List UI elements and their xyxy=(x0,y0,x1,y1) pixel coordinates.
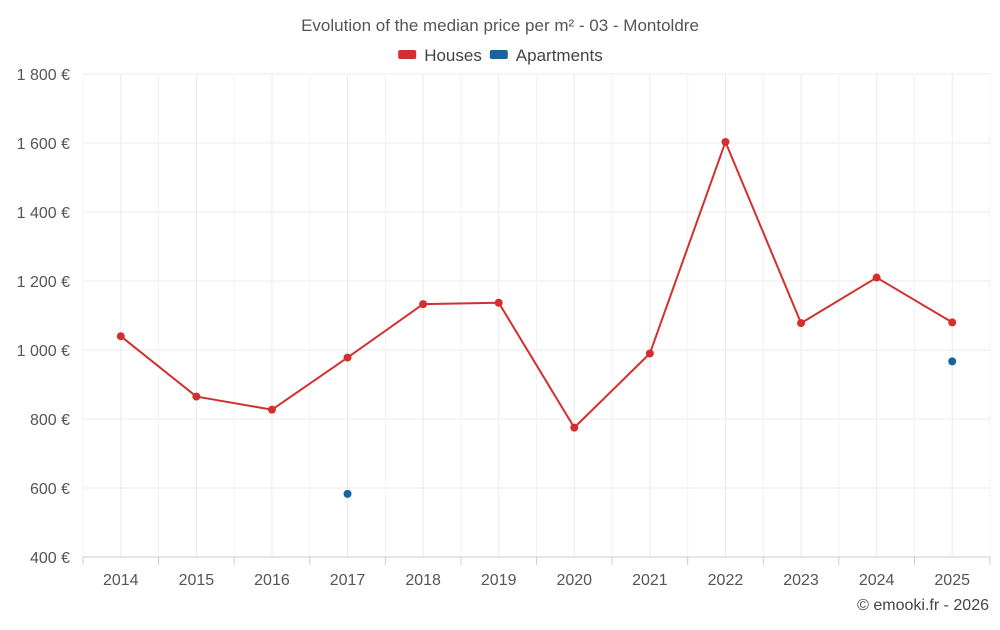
footer-credit: © emooki.fr - 2026 xyxy=(857,597,989,614)
chart-title: Evolution of the median price per m² - 0… xyxy=(301,16,699,35)
houses-point[interactable] xyxy=(116,332,125,341)
y-tick-label: 1 000 € xyxy=(17,343,70,360)
houses-point[interactable] xyxy=(570,423,579,432)
legend-swatch-apartments[interactable] xyxy=(489,50,508,59)
grid xyxy=(82,73,991,557)
legend-swatch-houses[interactable] xyxy=(398,50,417,59)
legend-label-apartments[interactable]: Apartments xyxy=(516,46,603,65)
x-tick-label: 2019 xyxy=(481,572,517,589)
series-layer xyxy=(116,137,957,498)
y-tick-label: 1 200 € xyxy=(17,274,70,291)
y-tick-label: 1 800 € xyxy=(17,67,70,84)
x-tick-label: 2017 xyxy=(330,572,366,589)
houses-point[interactable] xyxy=(343,353,352,362)
houses-point[interactable] xyxy=(721,137,730,146)
houses-series-line xyxy=(120,140,953,429)
apartments-point[interactable] xyxy=(343,489,352,498)
houses-point[interactable] xyxy=(948,318,957,327)
legend: Houses Apartments xyxy=(398,46,603,65)
houses-point[interactable] xyxy=(872,273,881,282)
y-tick-label: 1 600 € xyxy=(17,136,70,153)
x-tick-label: 2025 xyxy=(934,572,970,589)
y-tick-label: 1 400 € xyxy=(17,205,70,222)
x-tick-label: 2020 xyxy=(556,572,592,589)
x-tick-label: 2015 xyxy=(179,572,215,589)
houses-point[interactable] xyxy=(419,300,428,309)
x-tick-label: 2018 xyxy=(405,572,441,589)
x-tick-label: 2021 xyxy=(632,572,668,589)
houses-point[interactable] xyxy=(645,349,654,358)
y-tick-label: 600 € xyxy=(30,481,70,498)
y-tick-label: 400 € xyxy=(30,550,70,567)
x-tick-label: 2014 xyxy=(103,572,139,589)
x-tick-label: 2016 xyxy=(254,572,290,589)
x-tick-label: 2023 xyxy=(783,572,819,589)
houses-point[interactable] xyxy=(797,319,806,328)
y-tick-label: 800 € xyxy=(30,412,70,429)
houses-point[interactable] xyxy=(192,392,201,401)
apartments-point[interactable] xyxy=(948,357,957,366)
houses-point[interactable] xyxy=(494,298,503,307)
x-tick-label: 2024 xyxy=(859,572,895,589)
axes: 400 € 600 € 800 € 1 000 € 1 200 € 1 400 € 1 60… xyxy=(17,67,991,589)
x-tick-label: 2022 xyxy=(708,572,744,589)
houses-point[interactable] xyxy=(267,405,276,414)
legend-label-houses[interactable]: Houses xyxy=(424,46,482,65)
